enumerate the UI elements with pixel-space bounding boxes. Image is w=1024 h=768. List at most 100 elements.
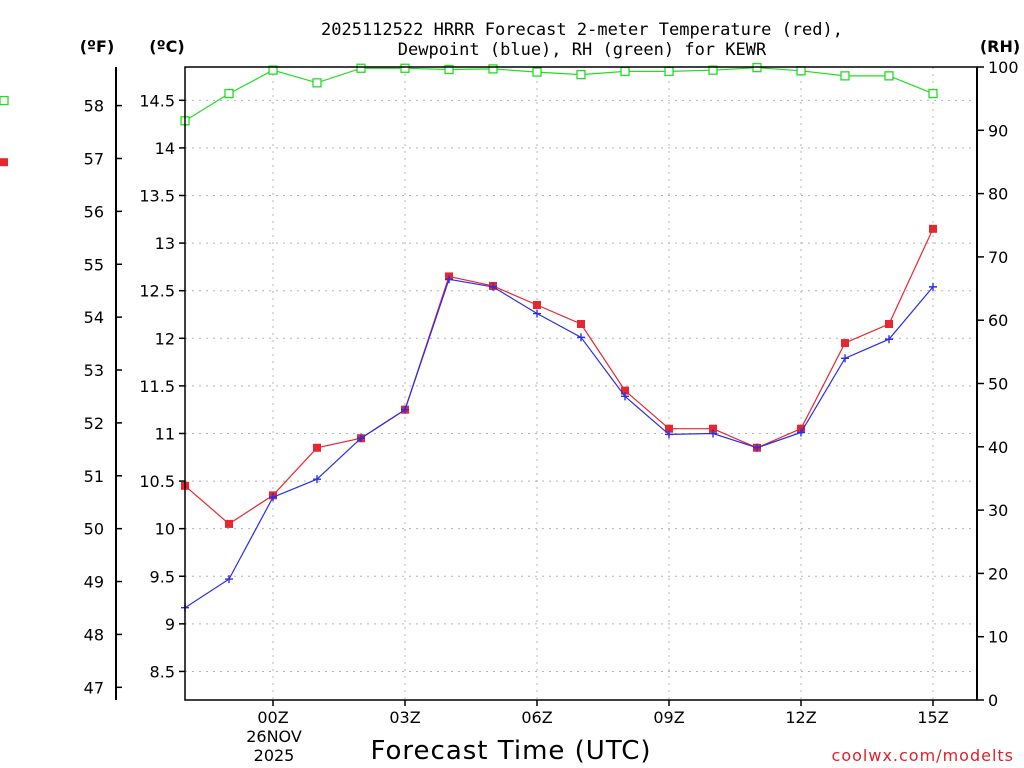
dewpoint-point bbox=[401, 405, 409, 414]
temperature-point bbox=[225, 519, 233, 528]
temperature-point bbox=[665, 424, 673, 433]
dewpoint-point bbox=[709, 429, 717, 438]
rh-point bbox=[488, 64, 498, 74]
time-tick-label: 06Z bbox=[521, 708, 552, 727]
celsius-tick-label: 9 bbox=[165, 615, 175, 634]
credit-text: coolwx.com/modelts bbox=[832, 746, 1014, 765]
date-label-year: 2025 bbox=[254, 746, 295, 765]
time-tick-label: 03Z bbox=[389, 708, 420, 727]
rh-tick-label: 60 bbox=[988, 311, 1008, 330]
temperature-point bbox=[577, 320, 585, 329]
fahrenheit-tick-label: 50 bbox=[84, 520, 104, 539]
rh-point bbox=[840, 71, 850, 81]
rh-tick-label: 50 bbox=[988, 375, 1008, 394]
rh-tick-label: 70 bbox=[988, 248, 1008, 267]
fahrenheit-tick-label: 55 bbox=[84, 255, 104, 274]
dewpoint-point bbox=[225, 575, 233, 584]
dewpoint-point bbox=[577, 333, 585, 342]
dewpoint-point bbox=[665, 430, 673, 439]
celsius-tick-label: 8.5 bbox=[150, 662, 175, 681]
dewpoint-point bbox=[621, 392, 629, 401]
rh-unit-label: (RH) bbox=[980, 37, 1020, 56]
chart-title-line1: 2025112522 HRRR Forecast 2-meter Tempera… bbox=[321, 20, 843, 40]
rh-point bbox=[444, 64, 454, 75]
celsius-tick-label: 10.5 bbox=[139, 472, 175, 491]
time-tick-label: 09Z bbox=[653, 708, 684, 727]
fahrenheit-tick-label: 47 bbox=[84, 678, 104, 697]
fahrenheit-tick-label: 58 bbox=[84, 97, 104, 116]
rh-point bbox=[576, 69, 586, 80]
rh-line bbox=[184, 66, 934, 122]
celsius-tick-label: 13 bbox=[155, 234, 175, 253]
dewpoint-point bbox=[489, 282, 497, 291]
temperature-point bbox=[533, 300, 541, 309]
dewpoint-point bbox=[929, 282, 937, 291]
temperature-point bbox=[929, 224, 937, 233]
rh-point bbox=[664, 66, 674, 77]
temperature-point bbox=[885, 320, 893, 329]
dewpoint-point bbox=[841, 354, 849, 363]
celsius-tick-label: 12 bbox=[155, 329, 175, 348]
dewpoint-point bbox=[269, 493, 277, 502]
celsius-tick-label: 13.5 bbox=[139, 187, 175, 206]
celsius-tick-label: 9.5 bbox=[150, 567, 175, 586]
rh-tick-label: 20 bbox=[988, 564, 1008, 583]
rh-point bbox=[268, 65, 278, 75]
fahrenheit-tick-label: 48 bbox=[84, 625, 104, 644]
fahrenheit-unit-label: (ºF) bbox=[80, 37, 115, 56]
fahrenheit-tick-label: 54 bbox=[84, 308, 104, 327]
dewpoint-line bbox=[184, 278, 934, 609]
rh-tick-label: 0 bbox=[988, 691, 998, 710]
temperature-point bbox=[841, 339, 849, 348]
fahrenheit-tick-label: 56 bbox=[84, 202, 104, 221]
fahrenheit-tick-label: 51 bbox=[84, 467, 104, 486]
fahrenheit-tick-label: 52 bbox=[84, 414, 104, 433]
celsius-tick-label: 14.5 bbox=[139, 91, 175, 110]
dewpoint-point bbox=[885, 335, 893, 344]
temperature-point bbox=[0, 158, 8, 167]
date-label-day: 26NOV bbox=[246, 727, 302, 746]
celsius-tick-label: 10 bbox=[155, 520, 175, 539]
rh-point bbox=[224, 88, 234, 99]
dewpoint-point bbox=[357, 434, 365, 443]
celsius-tick-label: 11 bbox=[155, 424, 175, 443]
rh-point bbox=[532, 67, 542, 77]
rh-point bbox=[312, 78, 322, 88]
rh-point bbox=[0, 95, 9, 106]
rh-point bbox=[796, 66, 806, 76]
temperature-point bbox=[709, 424, 717, 433]
dewpoint-point bbox=[797, 428, 805, 437]
rh-point bbox=[928, 88, 938, 99]
rh-tick-label: 30 bbox=[988, 501, 1008, 520]
celsius-unit-label: (ºC) bbox=[149, 37, 184, 56]
temperature-line bbox=[184, 228, 934, 525]
temperature-point bbox=[313, 443, 321, 452]
plot-frame bbox=[184, 66, 978, 701]
grid-layer bbox=[185, 67, 977, 700]
dewpoint-point bbox=[753, 443, 761, 452]
x-axis-label: Forecast Time (UTC) bbox=[370, 736, 651, 766]
fahrenheit-tick-label: 57 bbox=[84, 149, 104, 168]
time-tick-label: 12Z bbox=[785, 708, 816, 727]
dewpoint-point bbox=[313, 475, 321, 484]
rh-tick-label: 10 bbox=[988, 628, 1008, 647]
time-tick-label: 00Z bbox=[257, 708, 288, 727]
rh-tick-label: 90 bbox=[988, 121, 1008, 140]
temperature-point bbox=[621, 386, 629, 395]
time-tick-label: 15Z bbox=[917, 708, 948, 727]
celsius-tick-label: 11.5 bbox=[139, 377, 175, 396]
rh-point bbox=[884, 71, 894, 81]
rh-point bbox=[356, 63, 366, 73]
rh-point bbox=[400, 63, 410, 73]
rh-tick-label: 100 bbox=[988, 58, 1019, 77]
celsius-tick-label: 12.5 bbox=[139, 282, 175, 301]
dewpoint-point bbox=[445, 275, 453, 284]
rh-tick-label: 80 bbox=[988, 185, 1008, 204]
series-layer bbox=[0, 63, 938, 612]
dewpoint-point bbox=[533, 309, 541, 318]
rh-point bbox=[620, 66, 630, 77]
fahrenheit-tick-label: 49 bbox=[84, 573, 104, 592]
fahrenheit-tick-label: 53 bbox=[84, 361, 104, 380]
rh-tick-label: 40 bbox=[988, 438, 1008, 457]
